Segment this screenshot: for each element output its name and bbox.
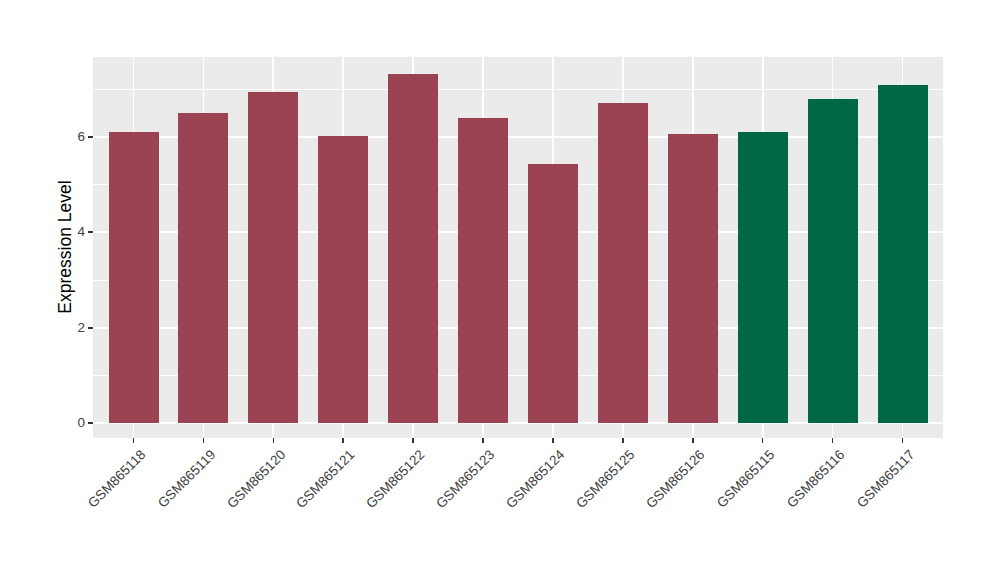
x-tick: [133, 438, 135, 443]
y-tick: [88, 231, 93, 233]
x-tick: [482, 438, 484, 443]
x-tick: [342, 438, 344, 443]
x-tick-label: GSM865120: [224, 447, 288, 511]
bar: [738, 132, 788, 423]
x-tick: [412, 438, 414, 443]
x-tick-label: GSM865121: [294, 447, 358, 511]
x-tick: [273, 438, 275, 443]
bar: [878, 85, 928, 424]
bar: [668, 134, 718, 423]
x-tick: [203, 438, 205, 443]
bar: [598, 103, 648, 423]
y-tick-label: 4: [77, 224, 85, 239]
y-axis-title: Expression Level: [55, 180, 76, 313]
x-tick: [902, 438, 904, 443]
x-tick-label: GSM865124: [503, 447, 567, 511]
bar: [808, 99, 858, 423]
bar: [318, 136, 368, 423]
x-tick-label: GSM865115: [714, 447, 778, 511]
x-tick-label: GSM865122: [364, 447, 428, 511]
x-tick-label: GSM865126: [643, 447, 707, 511]
bar: [458, 118, 508, 423]
gridline-minor: [93, 89, 943, 90]
x-tick: [552, 438, 554, 443]
plot-panel: [93, 57, 943, 438]
bar-chart-figure: Expression Level 0246GSM865118GSM865119G…: [0, 0, 1000, 580]
bar: [109, 132, 159, 423]
x-tick-label: GSM865117: [854, 447, 918, 511]
x-tick-label: GSM865125: [573, 447, 637, 511]
x-tick: [692, 438, 694, 443]
x-tick: [832, 438, 834, 443]
x-tick: [762, 438, 764, 443]
bar: [528, 164, 578, 423]
bar: [248, 92, 298, 423]
x-tick-label: GSM865119: [155, 447, 219, 511]
x-tick-label: GSM865116: [784, 447, 848, 511]
x-tick: [622, 438, 624, 443]
bar: [388, 74, 438, 423]
x-tick-label: GSM865123: [433, 447, 497, 511]
y-tick: [88, 422, 93, 424]
y-tick-label: 0: [77, 415, 85, 430]
y-tick: [88, 136, 93, 138]
y-tick-label: 6: [77, 129, 85, 144]
y-tick: [88, 327, 93, 329]
y-tick-label: 2: [77, 320, 85, 335]
x-tick-label: GSM865118: [85, 447, 149, 511]
bar: [178, 113, 228, 423]
